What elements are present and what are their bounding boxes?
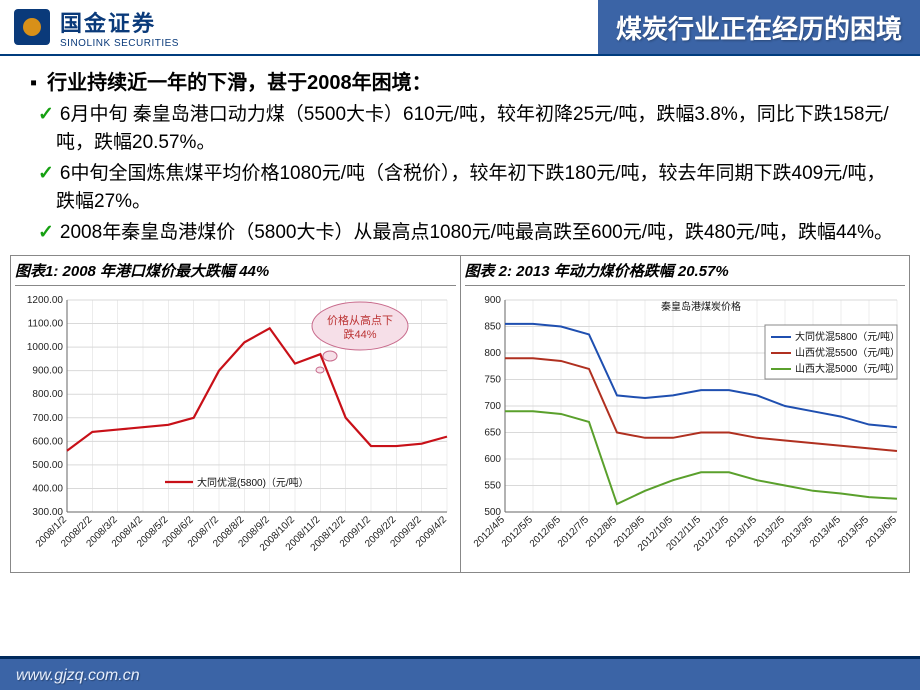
svg-text:山西优混5500（元/吨）: 山西优混5500（元/吨） — [795, 346, 900, 359]
svg-text:650: 650 — [484, 427, 501, 438]
svg-text:750: 750 — [484, 374, 501, 385]
svg-text:1200.00: 1200.00 — [27, 295, 64, 306]
svg-text:大同优混5800（元/吨）: 大同优混5800（元/吨） — [795, 330, 900, 343]
main-bullet: 行业持续近一年的下滑，甚于2008年困境： — [30, 66, 898, 95]
svg-text:跌44%: 跌44% — [343, 327, 376, 341]
svg-text:700: 700 — [484, 401, 501, 412]
brand-name-en: SINOLINK SECURITIES — [60, 38, 179, 49]
svg-text:900: 900 — [484, 295, 501, 306]
svg-text:500.00: 500.00 — [32, 460, 63, 471]
svg-text:600: 600 — [484, 454, 501, 465]
logo-mark-icon — [14, 9, 50, 45]
sub-bullet-3: 2008年秦皇岛港煤价（5800大卡）从最高点1080元/吨最高跌至600元/吨… — [30, 219, 898, 247]
charts-row: 图表1: 2008 年港口煤价最大跌幅 44% 300.00400.00500.… — [10, 255, 910, 573]
brand-logo: 国金证券 SINOLINK SECURITIES — [0, 6, 179, 49]
svg-text:秦皇岛港煤炭价格: 秦皇岛港煤炭价格 — [661, 300, 741, 313]
svg-text:1000.00: 1000.00 — [27, 342, 64, 353]
svg-text:900.00: 900.00 — [32, 365, 63, 376]
chart-2-title: 图表 2: 2013 年动力煤价格跌幅 20.57% — [465, 260, 906, 286]
svg-text:850: 850 — [484, 321, 501, 332]
svg-text:800.00: 800.00 — [32, 389, 63, 400]
svg-text:大同优混(5800)（元/吨）: 大同优混(5800)（元/吨） — [197, 476, 309, 489]
sub-bullet-1: 6月中旬 秦皇岛港口动力煤（5500大卡）610元/吨，较年初降25元/吨，跌幅… — [30, 101, 898, 156]
svg-text:400.00: 400.00 — [32, 483, 63, 494]
svg-text:1100.00: 1100.00 — [28, 318, 64, 329]
svg-text:700.00: 700.00 — [32, 413, 63, 424]
sub-bullet-2: 6中旬全国炼焦煤平均价格1080元/吨（含税价），较年初下跌180元/吨，较去年… — [30, 160, 898, 215]
svg-text:600.00: 600.00 — [32, 436, 63, 447]
svg-text:山西大混5000（元/吨）: 山西大混5000（元/吨） — [795, 362, 900, 375]
content-body: 行业持续近一年的下滑，甚于2008年困境： 6月中旬 秦皇岛港口动力煤（5500… — [0, 56, 920, 247]
svg-text:2013/6/5: 2013/6/5 — [863, 514, 899, 550]
svg-text:价格从高点下: 价格从高点下 — [327, 313, 393, 327]
header: 国金证券 SINOLINK SECURITIES 煤炭行业正在经历的困境 — [0, 0, 920, 56]
brand-name-cn: 国金证券 — [60, 6, 179, 38]
chart-2: 5005506006507007508008509002012/4/52012/… — [465, 290, 905, 570]
svg-text:800: 800 — [484, 348, 501, 359]
footer-url: www.gjzq.com.cn — [0, 656, 920, 690]
page-title: 煤炭行业正在经历的困境 — [598, 0, 920, 54]
svg-text:550: 550 — [484, 480, 501, 491]
chart-1-panel: 图表1: 2008 年港口煤价最大跌幅 44% 300.00400.00500.… — [11, 256, 461, 572]
chart-2-panel: 图表 2: 2013 年动力煤价格跌幅 20.57% 5005506006507… — [461, 256, 910, 572]
chart-1: 300.00400.00500.00600.00700.00800.00900.… — [15, 290, 455, 570]
chart-1-title: 图表1: 2008 年港口煤价最大跌幅 44% — [15, 260, 456, 286]
